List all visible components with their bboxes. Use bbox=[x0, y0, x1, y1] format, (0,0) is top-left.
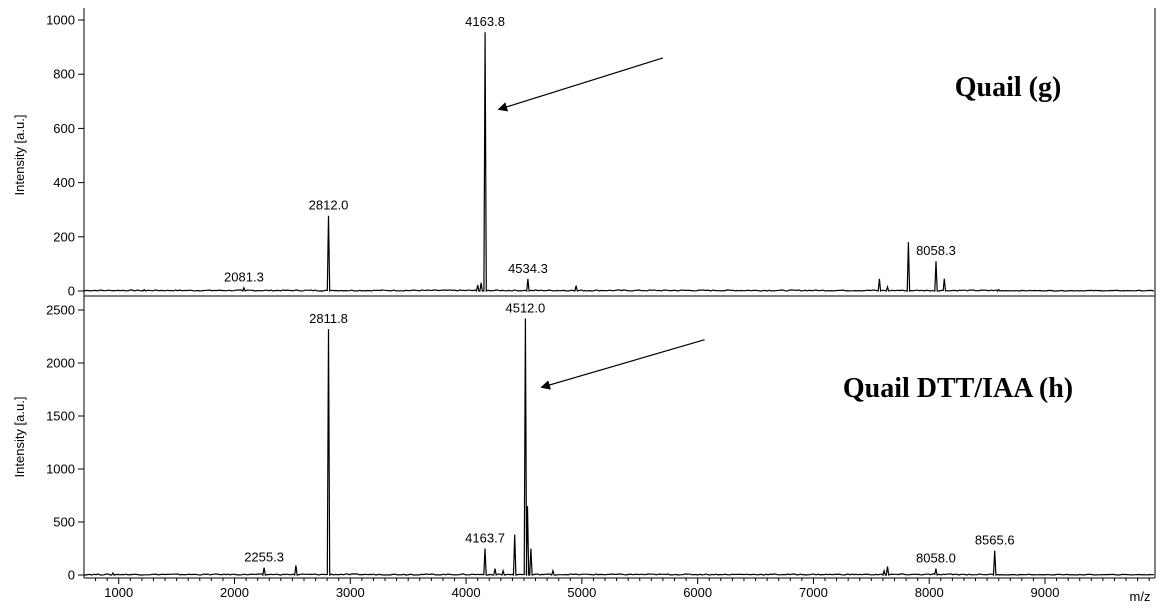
peak-labels: 2255.3 2811.8 4163.7 4512.0 8058.0 8565.6 bbox=[244, 300, 1014, 565]
x-tick-label: 5000 bbox=[567, 585, 596, 600]
annotation-arrows bbox=[540, 339, 705, 390]
x-tick-label: 4000 bbox=[452, 585, 481, 600]
x-ticks: 1000 2000 3000 4000 5000 6000 7000 8000 9000 bbox=[95, 578, 1150, 600]
x-tick-label: 6000 bbox=[683, 585, 712, 600]
peak-label: 8058.0 bbox=[916, 551, 956, 566]
spectrum-panel-quail-dtt-iaa: Intensity [a.u.] Quail DTT/IAA (h) m/z 0… bbox=[12, 296, 1156, 604]
x-tick-label: 2000 bbox=[220, 585, 249, 600]
peak-label: 8565.6 bbox=[975, 533, 1015, 548]
y-tick-label: 2000 bbox=[46, 356, 75, 371]
panel-title: Quail (g) bbox=[955, 72, 1062, 103]
y-tick-label: 0 bbox=[68, 284, 75, 299]
x-axis-title: m/z bbox=[1130, 589, 1151, 604]
y-ticks: 0 500 1000 1500 2000 2500 bbox=[46, 303, 84, 583]
peak-label: 2081.3 bbox=[224, 270, 264, 285]
y-tick-label: 200 bbox=[53, 229, 75, 244]
annotation-arrow bbox=[540, 339, 705, 390]
x-tick-label: 3000 bbox=[336, 585, 365, 600]
annotation-arrows bbox=[497, 57, 664, 112]
y-axis-title: Intensity [a.u.] bbox=[12, 115, 27, 196]
peak-label: 4534.3 bbox=[508, 261, 548, 276]
x-tick-label: 8000 bbox=[915, 585, 944, 600]
peak-label: 4163.7 bbox=[465, 531, 505, 546]
y-axis-title: Intensity [a.u.] bbox=[12, 397, 27, 478]
x-tick-label: 7000 bbox=[799, 585, 828, 600]
peak-label: 4163.8 bbox=[465, 14, 505, 29]
y-tick-label: 2500 bbox=[46, 303, 75, 318]
y-ticks: 0 200 400 600 800 1000 bbox=[46, 13, 84, 299]
peak-label: 4512.0 bbox=[505, 300, 545, 315]
peak-labels: 2081.3 2812.0 4163.8 4534.3 8058.3 bbox=[224, 14, 956, 285]
peak-label: 2812.0 bbox=[309, 198, 349, 213]
x-tick-label: 9000 bbox=[1031, 585, 1060, 600]
y-tick-label: 500 bbox=[53, 515, 75, 530]
y-tick-label: 0 bbox=[68, 568, 75, 583]
y-tick-label: 1500 bbox=[46, 409, 75, 424]
spectrum-trace bbox=[84, 318, 1154, 577]
y-tick-label: 1000 bbox=[46, 462, 75, 477]
peak-label: 2811.8 bbox=[309, 311, 348, 326]
y-tick-label: 400 bbox=[53, 175, 75, 190]
spectrum-trace bbox=[83, 32, 1155, 293]
peak-label: 2255.3 bbox=[244, 550, 284, 565]
x-tick-label: 1000 bbox=[104, 585, 133, 600]
y-tick-label: 600 bbox=[53, 121, 75, 136]
y-tick-label: 1000 bbox=[46, 13, 75, 28]
peak-label: 8058.3 bbox=[916, 243, 956, 258]
annotation-arrow bbox=[497, 57, 664, 112]
spectrum-panel-quail: Intensity [a.u.] Quail (g) 0 200 400 600 800… bbox=[12, 8, 1156, 299]
panel-title: Quail DTT/IAA (h) bbox=[843, 373, 1073, 404]
y-tick-label: 800 bbox=[53, 67, 75, 82]
